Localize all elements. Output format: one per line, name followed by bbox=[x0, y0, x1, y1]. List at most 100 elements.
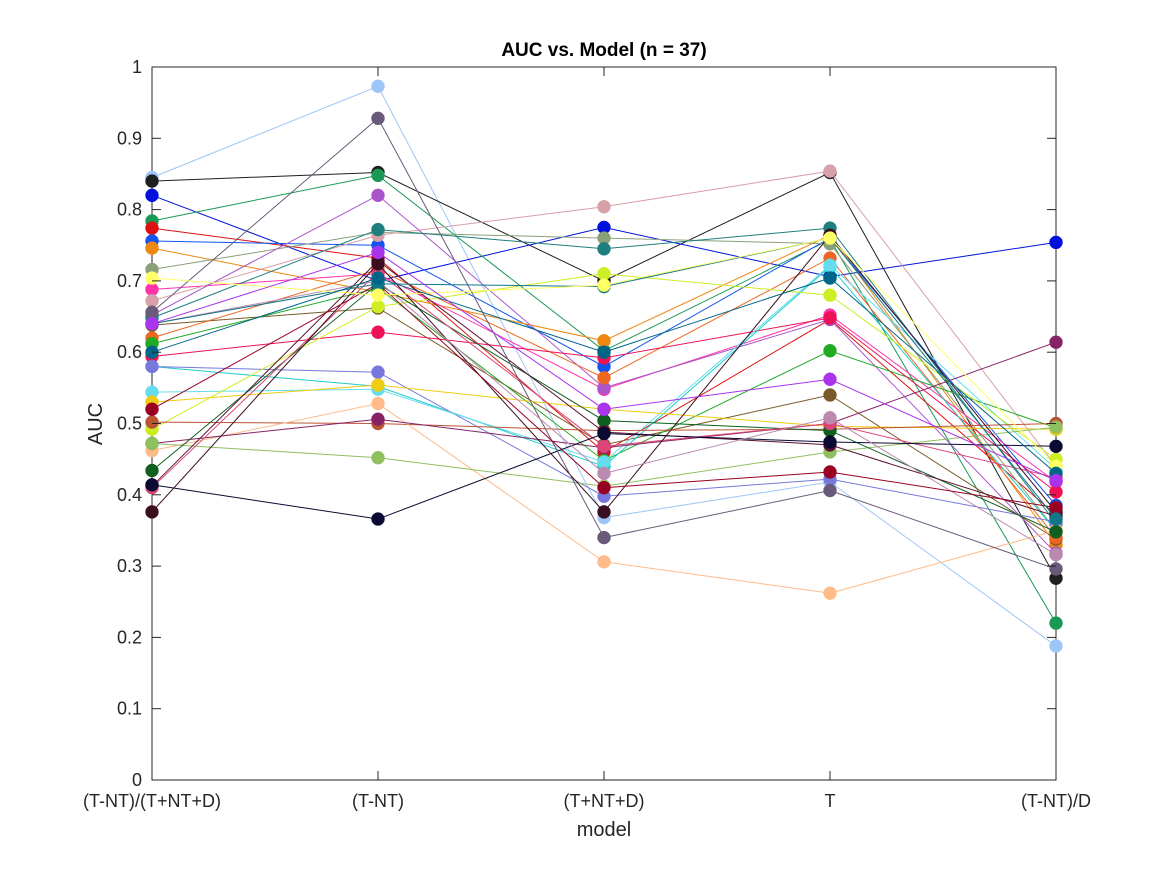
data-point bbox=[145, 316, 159, 331]
data-point bbox=[371, 412, 385, 426]
y-tick-label: 0.6 bbox=[117, 342, 142, 362]
data-point bbox=[371, 111, 385, 126]
x-tick-label: (T-NT)/D bbox=[1021, 791, 1091, 811]
data-point bbox=[145, 463, 159, 478]
data-point bbox=[145, 241, 159, 255]
data-point bbox=[1049, 512, 1063, 526]
series-31 bbox=[145, 111, 1063, 576]
data-point bbox=[597, 267, 611, 281]
data-point bbox=[1049, 562, 1063, 576]
data-point bbox=[597, 371, 611, 385]
data-point bbox=[597, 199, 611, 214]
data-point bbox=[1049, 500, 1063, 515]
series-29 bbox=[145, 426, 1063, 526]
data-point bbox=[823, 231, 837, 245]
x-tick-label: (T+NT+D) bbox=[564, 791, 645, 811]
data-point bbox=[823, 586, 837, 600]
y-tick-label: 0.2 bbox=[117, 627, 142, 647]
data-point bbox=[597, 555, 611, 569]
data-point bbox=[145, 505, 159, 519]
x-axis: (T-NT)/(T+NT+D) (T-NT) (T+NT+D) T (T-NT)/D bbox=[83, 67, 1091, 811]
chart-title: AUC vs. Model (n = 37) bbox=[501, 40, 706, 61]
data-point bbox=[145, 478, 159, 492]
x-tick-label: (T-NT)/(T+NT+D) bbox=[83, 791, 221, 811]
y-axis-title: AUC bbox=[85, 403, 107, 445]
data-point bbox=[145, 271, 159, 285]
data-point bbox=[597, 402, 611, 416]
data-point bbox=[597, 426, 611, 441]
data-point bbox=[823, 271, 837, 285]
y-tick-label: 1 bbox=[132, 57, 142, 77]
data-point bbox=[145, 305, 159, 320]
data-point bbox=[1049, 335, 1063, 349]
data-point bbox=[823, 288, 837, 302]
data-point bbox=[1049, 439, 1063, 454]
data-point bbox=[145, 402, 159, 416]
series-layer bbox=[145, 79, 1063, 653]
data-point bbox=[823, 258, 837, 272]
x-tick-label: (T-NT) bbox=[352, 791, 404, 811]
data-point bbox=[823, 388, 837, 402]
data-point bbox=[823, 164, 837, 178]
data-point bbox=[597, 242, 611, 256]
data-point bbox=[823, 372, 837, 387]
data-point bbox=[597, 455, 611, 469]
y-tick-label: 0.9 bbox=[117, 128, 142, 148]
data-point bbox=[371, 257, 385, 271]
data-point bbox=[597, 505, 611, 519]
data-point bbox=[371, 299, 385, 314]
data-point bbox=[145, 436, 159, 451]
data-point bbox=[371, 450, 385, 465]
data-point bbox=[371, 222, 385, 237]
data-point bbox=[597, 334, 611, 348]
data-point bbox=[597, 439, 611, 454]
x-axis-title: model bbox=[577, 819, 631, 841]
data-point bbox=[1049, 525, 1063, 539]
y-tick-label: 0.1 bbox=[117, 699, 142, 719]
series-21 bbox=[145, 267, 1063, 466]
data-point bbox=[371, 288, 385, 302]
y-tick-label: 0 bbox=[132, 770, 142, 790]
data-point bbox=[371, 79, 385, 94]
y-axis: 0 0.1 0.2 0.3 0.4 0.5 0.6 0.7 0.8 0.9 1 bbox=[117, 57, 1056, 790]
data-point bbox=[145, 174, 159, 188]
x-tick-label: T bbox=[825, 791, 836, 811]
y-tick-label: 0.5 bbox=[117, 414, 142, 434]
data-point bbox=[597, 466, 611, 481]
data-point bbox=[823, 311, 837, 325]
series-37 bbox=[145, 245, 1063, 488]
data-point bbox=[823, 465, 837, 479]
y-tick-label: 0.7 bbox=[117, 271, 142, 291]
data-point bbox=[371, 271, 385, 285]
data-point bbox=[1049, 616, 1063, 630]
data-point bbox=[371, 325, 385, 339]
y-tick-label: 0.8 bbox=[117, 200, 142, 220]
data-point bbox=[823, 344, 837, 358]
data-point bbox=[1049, 485, 1063, 499]
data-point bbox=[145, 359, 159, 374]
data-point bbox=[371, 378, 385, 392]
data-point bbox=[371, 188, 385, 203]
data-point bbox=[597, 345, 611, 359]
data-point bbox=[1049, 420, 1063, 434]
data-point bbox=[145, 282, 159, 297]
data-point bbox=[371, 512, 385, 526]
data-point bbox=[145, 415, 159, 429]
series-36 bbox=[145, 271, 1063, 481]
data-point bbox=[823, 483, 837, 498]
data-point bbox=[823, 411, 837, 425]
data-point bbox=[1049, 235, 1063, 250]
data-point bbox=[823, 435, 837, 449]
data-point bbox=[371, 245, 385, 260]
data-point bbox=[1049, 639, 1063, 653]
data-point bbox=[145, 294, 159, 308]
data-point bbox=[1049, 473, 1063, 488]
data-point bbox=[371, 168, 385, 183]
data-point bbox=[371, 365, 385, 379]
data-point bbox=[597, 530, 611, 545]
data-point bbox=[597, 480, 611, 495]
y-tick-label: 0.3 bbox=[117, 556, 142, 576]
data-point bbox=[145, 221, 159, 235]
